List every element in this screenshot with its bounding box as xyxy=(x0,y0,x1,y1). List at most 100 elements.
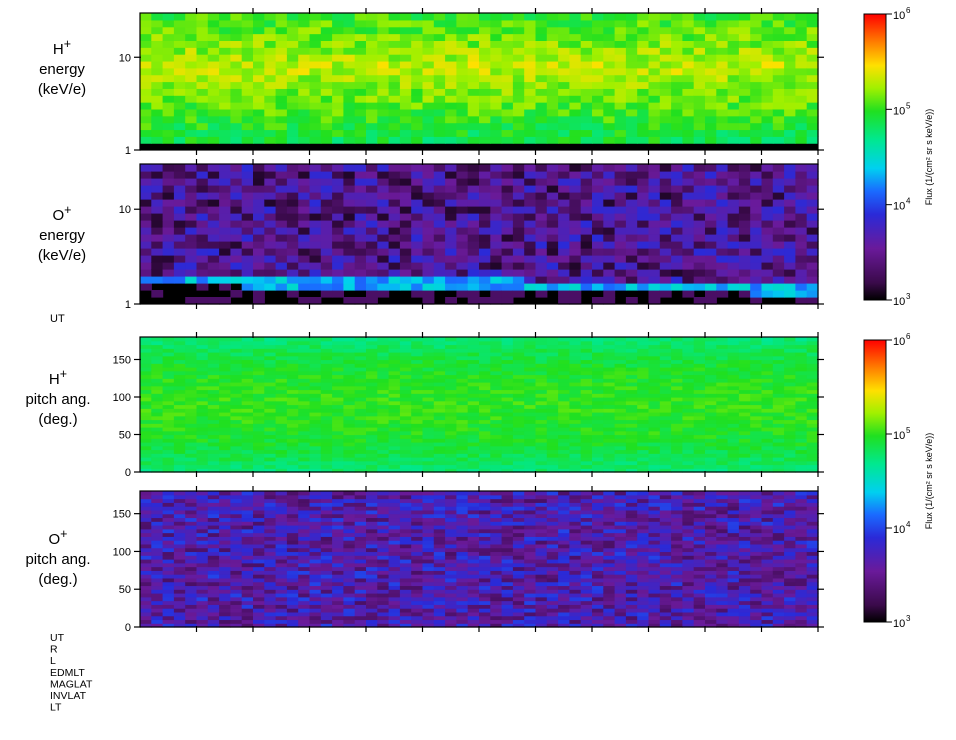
heatmap-cell xyxy=(535,453,548,458)
heatmap-cell xyxy=(569,412,582,417)
heatmap-cell xyxy=(207,449,220,454)
heatmap-cell xyxy=(501,108,514,117)
heatmap-cell xyxy=(569,359,582,364)
heatmap-cell xyxy=(705,430,717,436)
heatmap-cell xyxy=(761,115,774,124)
heatmap-cell xyxy=(162,269,175,277)
heatmap-cell xyxy=(230,374,243,379)
heatmap-cell xyxy=(196,502,209,507)
heatmap-cell xyxy=(671,283,683,291)
heatmap-cell xyxy=(479,449,491,454)
heatmap-cell xyxy=(230,585,243,590)
heatmap-cell xyxy=(512,74,525,83)
heatmap-cell xyxy=(727,199,740,207)
heatmap-cell xyxy=(490,213,503,221)
heatmap-cell xyxy=(320,464,333,469)
heatmap-cell xyxy=(253,559,265,564)
heatmap-cell xyxy=(569,227,582,235)
heatmap-cell xyxy=(411,102,424,110)
heatmap-cell xyxy=(569,13,582,21)
heatmap-cell xyxy=(422,129,435,137)
heatmap-cell xyxy=(637,397,650,402)
heatmap-cell xyxy=(592,445,604,451)
heatmap-cell xyxy=(162,67,175,76)
heatmap-cell xyxy=(727,213,740,221)
heatmap-cell xyxy=(648,434,661,439)
heatmap-cell xyxy=(185,419,198,424)
heatmap-cell xyxy=(682,88,695,96)
heatmap-cell xyxy=(151,355,164,361)
heatmap-cell xyxy=(682,423,695,428)
heatmap-cell xyxy=(354,234,367,242)
heatmap-cell xyxy=(298,54,311,62)
heatmap-cell xyxy=(309,122,322,131)
heatmap-cell xyxy=(366,102,378,110)
heatmap-cell xyxy=(512,412,525,417)
heatmap-cell xyxy=(185,623,198,628)
heatmap-cell xyxy=(140,513,152,519)
heatmap-cell xyxy=(693,136,706,144)
heatmap-cell xyxy=(659,74,672,83)
heatmap-cell xyxy=(275,108,288,117)
heatmap-cell xyxy=(682,129,695,137)
heatmap-cell xyxy=(603,122,616,131)
heatmap-cell xyxy=(140,19,152,28)
heatmap-cell xyxy=(806,33,819,41)
heatmap-cell xyxy=(196,551,209,556)
heatmap-cell xyxy=(535,423,548,428)
heatmap-cell xyxy=(772,400,785,406)
heatmap-cell xyxy=(309,367,322,372)
heatmap-cell xyxy=(399,283,412,291)
heatmap-cell xyxy=(490,385,503,391)
heatmap-cell xyxy=(332,108,344,117)
heatmap-cell xyxy=(185,445,198,451)
heatmap-cell xyxy=(614,81,627,89)
heatmap-cell xyxy=(173,502,186,507)
heatmap-cell xyxy=(705,457,717,462)
heatmap-cell xyxy=(738,352,751,357)
heatmap-cell xyxy=(659,26,672,35)
heatmap-cell xyxy=(264,348,277,353)
heatmap-cell xyxy=(151,611,164,617)
heatmap-cell xyxy=(286,269,299,277)
heatmap-cell xyxy=(173,581,186,587)
heatmap-cell xyxy=(433,88,446,96)
heatmap-cell xyxy=(230,352,243,357)
heatmap-cell xyxy=(806,404,819,409)
heatmap-cell xyxy=(795,81,808,89)
heatmap-cell xyxy=(750,19,763,28)
heatmap-cell xyxy=(219,60,231,69)
heatmap-cell xyxy=(490,88,503,96)
heatmap-cell xyxy=(512,19,525,28)
heatmap-cell xyxy=(625,348,638,353)
heatmap-cell xyxy=(614,60,627,69)
heatmap-cell xyxy=(727,457,740,462)
heatmap-cell xyxy=(140,536,152,541)
heatmap-cell xyxy=(772,13,785,21)
heatmap-cell xyxy=(738,434,751,439)
heatmap-cell xyxy=(298,393,311,398)
heatmap-cell xyxy=(512,468,525,473)
heatmap-cell xyxy=(264,615,277,621)
heatmap-cell xyxy=(558,412,570,417)
heatmap-cell xyxy=(241,434,254,439)
heatmap-cell xyxy=(535,81,548,89)
heatmap-cell xyxy=(151,562,164,568)
heatmap-cell xyxy=(637,385,650,391)
heatmap-cell xyxy=(682,108,695,117)
heatmap-cell xyxy=(592,248,604,256)
heatmap-cell xyxy=(750,400,763,406)
heatmap-cell xyxy=(264,385,277,391)
heatmap-cell xyxy=(196,370,209,376)
heatmap-cell xyxy=(388,67,401,76)
heatmap-cell xyxy=(637,40,650,48)
heatmap-cell xyxy=(207,367,220,372)
heatmap-cell xyxy=(512,374,525,379)
heatmap-cell xyxy=(705,419,717,424)
heatmap-cell xyxy=(727,460,740,466)
heatmap-cell xyxy=(501,269,514,277)
heatmap-cell xyxy=(219,509,231,515)
heatmap-cell xyxy=(490,389,503,394)
heatmap-cell xyxy=(151,540,164,545)
heatmap-cell xyxy=(196,532,209,537)
